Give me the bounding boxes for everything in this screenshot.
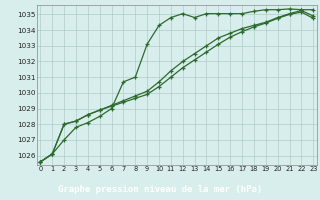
Text: Graphe pression niveau de la mer (hPa): Graphe pression niveau de la mer (hPa) — [58, 185, 262, 194]
